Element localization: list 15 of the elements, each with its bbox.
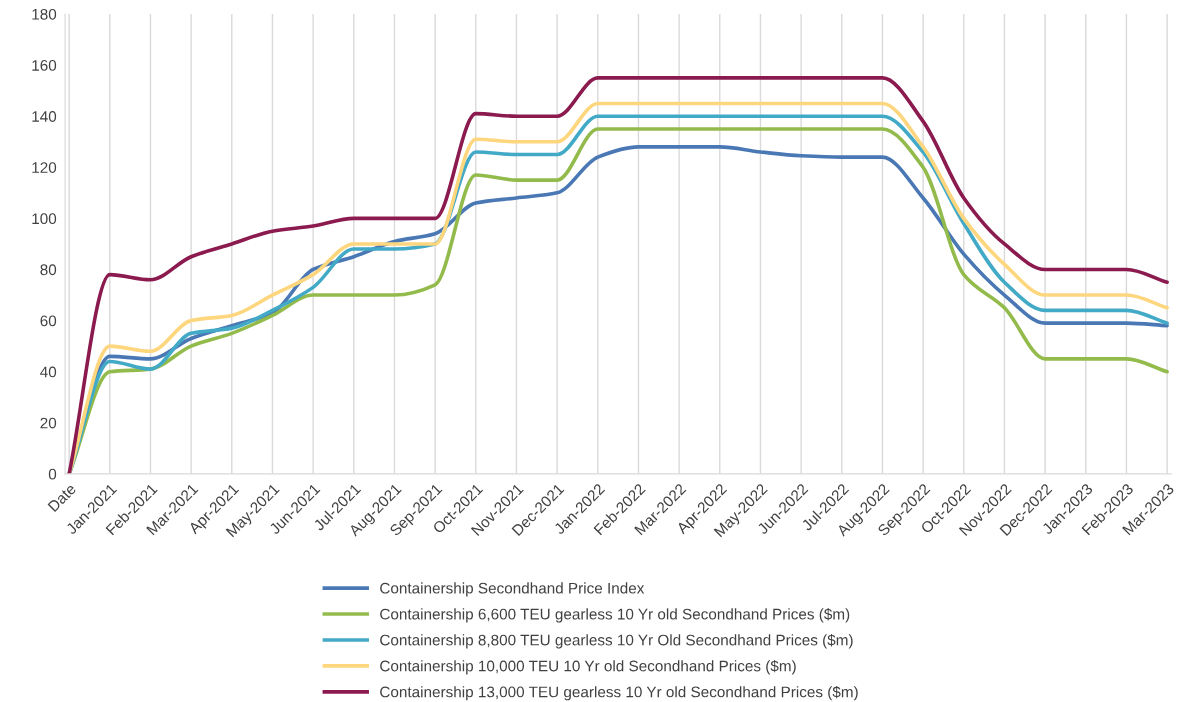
y-tick-label: 100 xyxy=(32,213,57,225)
y-tick-label: 120 xyxy=(32,162,57,173)
legend-label: Containership 6,600 TEU gearless 10 Yr old Secondhand Prices ($m) xyxy=(380,608,850,623)
legend-label: Containership 13,000 TEU gearless 10 Yr old Secondhand Prices ($m) xyxy=(380,685,858,701)
y-tick-label: 60 xyxy=(40,315,57,327)
y-tick-label: 80 xyxy=(40,264,57,276)
legend-label: Containership 10,000 TEU 10 Yr old Secondhand Prices ($m) xyxy=(380,659,796,675)
y-tick-label: 140 xyxy=(32,111,57,122)
y-tick-label: 0 xyxy=(48,468,57,480)
y-tick-label: 180 xyxy=(32,8,57,20)
y-tick-label: 20 xyxy=(40,417,57,429)
y-tick-label: 40 xyxy=(40,366,57,378)
legend-label: Containership Secondhand Price Index xyxy=(380,582,645,597)
y-tick-label: 160 xyxy=(32,60,57,71)
legend-label: Containership 8,800 TEU gearless 10 Yr Old Secondhand Prices ($m) xyxy=(380,634,853,649)
